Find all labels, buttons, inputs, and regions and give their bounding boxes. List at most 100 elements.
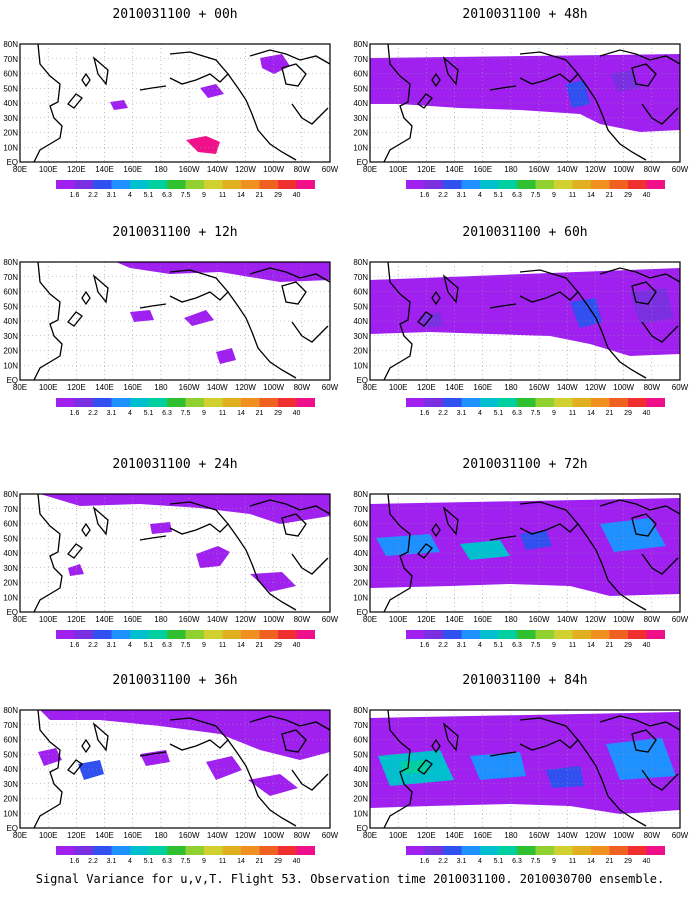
colorbar-label: 2.2: [438, 410, 448, 417]
colorbar-label: 21: [256, 192, 264, 199]
map-panel-p48: 2010031100 + 48h 80N 70N 60N 50N 40N 30N 20N 10N…: [350, 2, 700, 220]
lon-tick-label: 140W: [557, 383, 578, 392]
coastline: [33, 709, 63, 829]
lat-tick-label: EQ: [6, 824, 18, 833]
variance-shading: [546, 766, 584, 788]
lon-tick-label: 160W: [179, 831, 200, 840]
lat-tick-label: 60N: [353, 288, 368, 297]
map-panel-p00: 2010031100 + 00h 80N 70N 60N 50N 40N 30N 20N 10N…: [0, 2, 350, 220]
colorbar-swatch: [424, 630, 443, 639]
lon-tick-label: 160E: [123, 831, 142, 840]
lon-tick-label: 60W: [322, 383, 339, 392]
colorbar-label: 29: [274, 410, 282, 417]
variance-shading: [610, 70, 640, 92]
colorbar-swatch: [111, 398, 130, 407]
lat-tick-label: EQ: [356, 158, 368, 167]
colorbar-swatch: [74, 180, 93, 189]
lon-tick-label: 120E: [417, 165, 436, 174]
colorbar-swatch: [93, 180, 112, 189]
variance-shading: [68, 564, 84, 576]
map-frame: [369, 709, 681, 829]
colorbar-swatch: [130, 846, 149, 855]
lat-tick-label: 50N: [3, 302, 18, 311]
coastline: [442, 722, 459, 752]
lat-tick-label: 20N: [3, 347, 18, 356]
coastline: [281, 729, 307, 753]
variance-shading: [150, 522, 172, 534]
colorbar-swatch: [296, 846, 315, 855]
coastline: [442, 506, 459, 536]
colorbar-swatch: [535, 180, 554, 189]
lat-tick-label: 30N: [353, 332, 368, 341]
colorbar-swatch: [296, 398, 315, 407]
coastline: [249, 267, 331, 283]
coastline: [92, 506, 109, 536]
colorbar-swatch: [148, 398, 167, 407]
colorbar-swatch: [591, 846, 610, 855]
colorbar-label: 5.1: [144, 642, 154, 649]
lon-tick-label: 100W: [613, 165, 634, 174]
lon-tick-label: 80E: [13, 165, 27, 174]
colorbar-swatch: [628, 630, 647, 639]
colorbar-swatch: [480, 846, 499, 855]
lon-tick-label: 120E: [67, 165, 86, 174]
lon-tick-label: 120E: [67, 615, 86, 624]
coastline: [519, 501, 579, 535]
colorbar-swatch: [554, 846, 573, 855]
lat-tick-label: 60N: [3, 736, 18, 745]
colorbar-swatch: [111, 630, 130, 639]
variance-shading: [130, 310, 154, 322]
colorbar-swatch: [93, 630, 112, 639]
colorbar-label: 7.5: [181, 192, 191, 199]
colorbar-swatch: [56, 846, 75, 855]
colorbar-label: 6.3: [162, 642, 172, 649]
lon-tick-label: 100W: [613, 383, 634, 392]
lon-tick-label: 80W: [294, 165, 311, 174]
colorbar-swatch: [628, 846, 647, 855]
lat-tick-label: 10N: [3, 593, 18, 602]
map-frame: [19, 709, 331, 829]
coastline: [519, 269, 579, 303]
colorbar: 1.6 2.2 3.1 4 5.1 6.3 7.5 9 11 14 21 29 40: [406, 180, 665, 199]
lon-tick-label: 140E: [445, 165, 464, 174]
variance-shading: [260, 54, 290, 74]
map-panel-p72: 2010031100 + 72h 80N 70N 60N 50N 40N 30N 20N 10N…: [350, 452, 700, 670]
colorbar-label: 7.5: [531, 410, 541, 417]
coastline: [227, 739, 297, 827]
variance-shading: [206, 756, 242, 780]
colorbar-label: 9: [552, 410, 556, 417]
colorbar-swatch: [56, 180, 75, 189]
lat-tick-label: 40N: [3, 317, 18, 326]
lat-tick-label: 20N: [353, 347, 368, 356]
colorbar-swatch: [185, 180, 204, 189]
colorbar-swatch: [443, 398, 462, 407]
colorbar-swatch: [480, 630, 499, 639]
lon-tick-label: 80W: [644, 165, 661, 174]
coastline: [281, 513, 307, 537]
coastline: [641, 553, 679, 575]
coastline: [431, 522, 441, 538]
coastline: [631, 729, 657, 753]
lon-tick-label: 120W: [585, 383, 606, 392]
lat-tick-label: 70N: [353, 505, 368, 514]
colorbar-label: 7.5: [531, 642, 541, 649]
panel-title: 2010031100 + 48h: [462, 7, 588, 22]
colorbar-swatch: [167, 630, 186, 639]
coastline: [417, 759, 433, 775]
coastline: [641, 769, 679, 791]
colorbar-label: 11: [569, 642, 576, 649]
lon-tick-label: 140E: [95, 615, 114, 624]
lat-tick-label: EQ: [6, 158, 18, 167]
colorbar-label: 14: [587, 642, 595, 649]
colorbar-swatch: [535, 846, 554, 855]
colorbar-swatch: [572, 180, 591, 189]
lat-tick-label: 20N: [353, 579, 368, 588]
lon-tick-label: 160W: [529, 165, 550, 174]
coastline: [489, 303, 517, 309]
colorbar-label: 40: [643, 642, 651, 649]
lon-tick-label: 160W: [529, 383, 550, 392]
colorbar-swatch: [222, 180, 241, 189]
colorbar: 1.6 2.2 3.1 4 5.1 6.3 7.5 9 11 14 21 29 40: [406, 630, 665, 649]
colorbar-swatch: [461, 630, 480, 639]
